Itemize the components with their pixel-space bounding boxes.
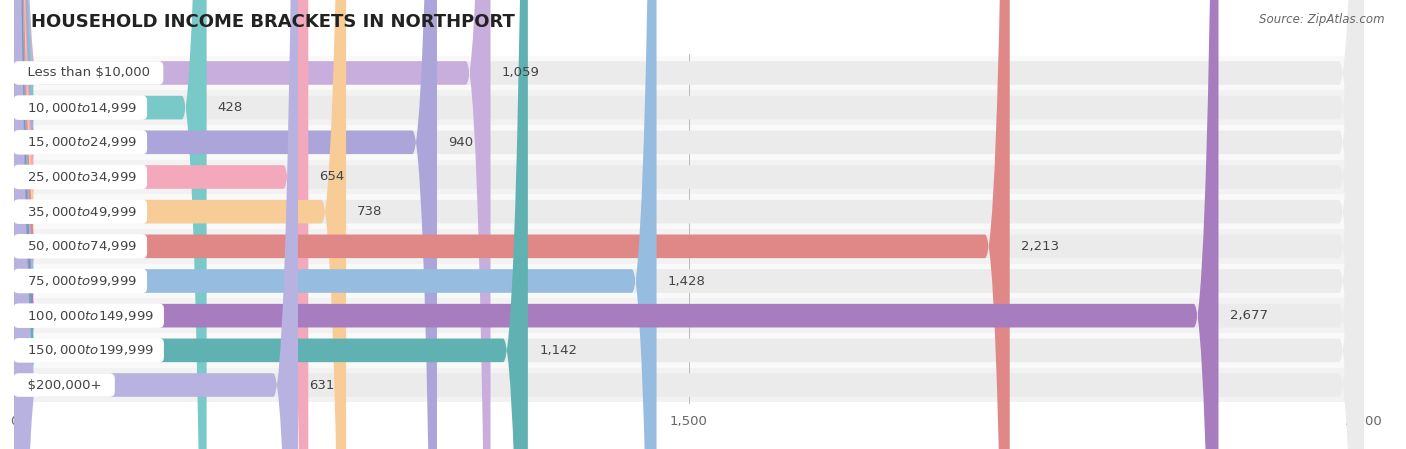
FancyBboxPatch shape — [14, 0, 1364, 449]
FancyBboxPatch shape — [14, 0, 1364, 449]
FancyBboxPatch shape — [14, 0, 298, 449]
FancyBboxPatch shape — [14, 0, 1364, 449]
Bar — [14, 368, 1364, 402]
Text: 738: 738 — [357, 205, 382, 218]
FancyBboxPatch shape — [14, 0, 527, 449]
FancyBboxPatch shape — [14, 0, 1364, 449]
Bar — [14, 264, 1364, 298]
Text: 1,142: 1,142 — [538, 344, 576, 357]
FancyBboxPatch shape — [14, 0, 1364, 449]
FancyBboxPatch shape — [14, 0, 1219, 449]
Text: 428: 428 — [218, 101, 243, 114]
FancyBboxPatch shape — [14, 0, 346, 449]
FancyBboxPatch shape — [14, 0, 207, 449]
FancyBboxPatch shape — [14, 0, 1364, 449]
Text: $35,000 to $49,999: $35,000 to $49,999 — [18, 205, 142, 219]
Text: HOUSEHOLD INCOME BRACKETS IN NORTHPORT: HOUSEHOLD INCOME BRACKETS IN NORTHPORT — [31, 13, 515, 31]
FancyBboxPatch shape — [14, 0, 657, 449]
Text: $100,000 to $149,999: $100,000 to $149,999 — [18, 308, 159, 323]
Text: 1,059: 1,059 — [502, 66, 540, 79]
Bar — [14, 160, 1364, 194]
Bar — [14, 90, 1364, 125]
Text: $50,000 to $74,999: $50,000 to $74,999 — [18, 239, 142, 253]
FancyBboxPatch shape — [14, 0, 437, 449]
FancyBboxPatch shape — [14, 0, 1364, 449]
Text: Source: ZipAtlas.com: Source: ZipAtlas.com — [1260, 13, 1385, 26]
Bar — [14, 125, 1364, 160]
Bar — [14, 333, 1364, 368]
Text: 654: 654 — [319, 171, 344, 184]
Text: $25,000 to $34,999: $25,000 to $34,999 — [18, 170, 142, 184]
Bar — [14, 56, 1364, 90]
Text: Less than $10,000: Less than $10,000 — [18, 66, 157, 79]
Text: $15,000 to $24,999: $15,000 to $24,999 — [18, 135, 142, 150]
FancyBboxPatch shape — [14, 0, 491, 449]
Text: $75,000 to $99,999: $75,000 to $99,999 — [18, 274, 142, 288]
Text: 1,428: 1,428 — [668, 274, 706, 287]
Text: 940: 940 — [449, 136, 474, 149]
Text: 2,213: 2,213 — [1021, 240, 1059, 253]
Bar — [14, 229, 1364, 264]
FancyBboxPatch shape — [14, 0, 1364, 449]
Bar — [14, 194, 1364, 229]
FancyBboxPatch shape — [14, 0, 1364, 449]
FancyBboxPatch shape — [14, 0, 1364, 449]
FancyBboxPatch shape — [14, 0, 308, 449]
Text: $200,000+: $200,000+ — [18, 379, 110, 392]
Text: 631: 631 — [309, 379, 335, 392]
Text: $10,000 to $14,999: $10,000 to $14,999 — [18, 101, 142, 114]
Text: 2,677: 2,677 — [1230, 309, 1268, 322]
Bar — [14, 298, 1364, 333]
Text: $150,000 to $199,999: $150,000 to $199,999 — [18, 343, 159, 357]
FancyBboxPatch shape — [14, 0, 1010, 449]
